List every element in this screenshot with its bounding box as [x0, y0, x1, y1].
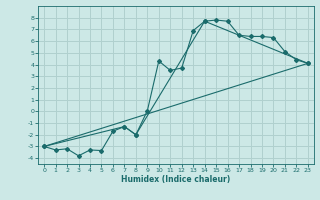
X-axis label: Humidex (Indice chaleur): Humidex (Indice chaleur)	[121, 175, 231, 184]
